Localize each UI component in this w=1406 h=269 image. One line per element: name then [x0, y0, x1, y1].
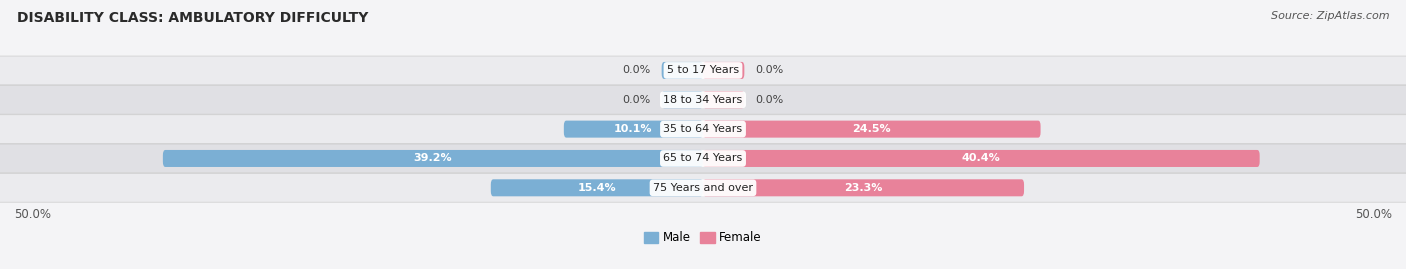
FancyBboxPatch shape: [163, 150, 703, 167]
FancyBboxPatch shape: [0, 85, 1406, 114]
Legend: Male, Female: Male, Female: [640, 227, 766, 249]
FancyBboxPatch shape: [703, 179, 1024, 196]
FancyBboxPatch shape: [703, 62, 744, 79]
Text: 23.3%: 23.3%: [845, 183, 883, 193]
Text: 40.4%: 40.4%: [962, 154, 1001, 164]
FancyBboxPatch shape: [0, 144, 1406, 173]
FancyBboxPatch shape: [662, 62, 703, 79]
Text: 18 to 34 Years: 18 to 34 Years: [664, 95, 742, 105]
Text: 15.4%: 15.4%: [578, 183, 616, 193]
Text: 75 Years and over: 75 Years and over: [652, 183, 754, 193]
Text: 0.0%: 0.0%: [623, 65, 651, 75]
FancyBboxPatch shape: [0, 115, 1406, 143]
FancyBboxPatch shape: [703, 91, 744, 108]
Text: 24.5%: 24.5%: [852, 124, 891, 134]
FancyBboxPatch shape: [662, 91, 703, 108]
Text: 39.2%: 39.2%: [413, 154, 453, 164]
FancyBboxPatch shape: [0, 56, 1406, 85]
FancyBboxPatch shape: [703, 150, 1260, 167]
Text: DISABILITY CLASS: AMBULATORY DIFFICULTY: DISABILITY CLASS: AMBULATORY DIFFICULTY: [17, 11, 368, 25]
Text: Source: ZipAtlas.com: Source: ZipAtlas.com: [1271, 11, 1389, 21]
FancyBboxPatch shape: [703, 121, 1040, 138]
Text: 50.0%: 50.0%: [1355, 208, 1392, 221]
FancyBboxPatch shape: [0, 174, 1406, 202]
Text: 65 to 74 Years: 65 to 74 Years: [664, 154, 742, 164]
Text: 50.0%: 50.0%: [14, 208, 51, 221]
FancyBboxPatch shape: [564, 121, 703, 138]
Text: 10.1%: 10.1%: [614, 124, 652, 134]
Text: 0.0%: 0.0%: [755, 65, 783, 75]
Text: 35 to 64 Years: 35 to 64 Years: [664, 124, 742, 134]
Text: 0.0%: 0.0%: [623, 95, 651, 105]
FancyBboxPatch shape: [491, 179, 703, 196]
Text: 0.0%: 0.0%: [755, 95, 783, 105]
Text: 5 to 17 Years: 5 to 17 Years: [666, 65, 740, 75]
